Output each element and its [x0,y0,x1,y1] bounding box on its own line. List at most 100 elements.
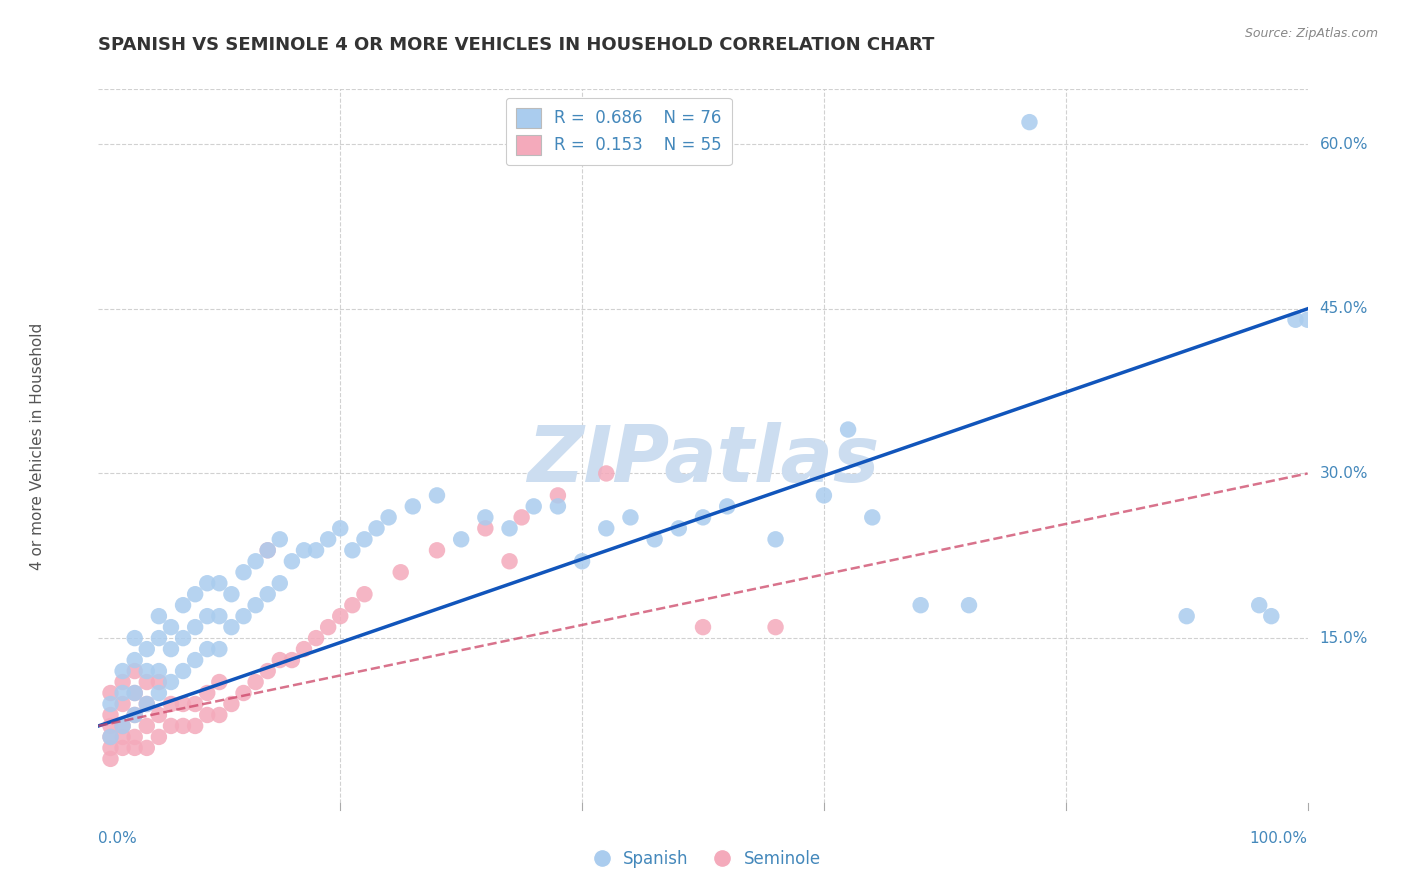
Point [124,708,146,723]
Point [111,719,134,733]
Point [100,730,122,744]
Point [148,675,170,690]
Point [305,631,328,645]
Point [860,510,883,524]
Point [329,609,352,624]
Point [910,598,932,612]
Point [135,675,157,690]
Point [208,609,231,624]
Point [160,697,183,711]
Point [111,686,134,700]
Point [256,587,278,601]
Point [124,664,146,678]
Text: ZIPatlas: ZIPatlas [527,422,879,499]
Point [135,664,157,678]
Point [765,533,787,547]
Point [135,697,157,711]
Point [232,686,254,700]
Point [135,719,157,733]
Point [571,554,593,568]
Point [957,598,980,612]
Point [547,488,569,502]
Point [765,620,787,634]
Point [1018,115,1040,129]
Point [305,543,328,558]
Point [100,686,122,700]
Point [124,686,146,700]
Point [100,740,122,755]
Point [148,609,170,624]
Point [498,554,520,568]
Point [208,708,231,723]
Point [547,500,569,514]
Point [595,521,617,535]
Point [100,719,122,733]
Text: SPANISH VS SEMINOLE 4 OR MORE VEHICLES IN HOUSEHOLD CORRELATION CHART: SPANISH VS SEMINOLE 4 OR MORE VEHICLES I… [98,36,935,54]
Point [813,488,835,502]
Legend: R =  0.686    N = 76, R =  0.153    N = 55: R = 0.686 N = 76, R = 0.153 N = 55 [506,97,731,165]
Point [426,488,449,502]
Point [353,587,375,601]
Point [232,609,254,624]
Point [221,697,243,711]
Point [124,740,146,755]
Point [342,543,364,558]
Point [111,675,134,690]
Point [269,576,291,591]
Point [148,730,170,744]
Point [124,653,146,667]
Point [292,642,315,657]
Point [426,543,449,558]
Point [111,730,134,744]
Point [281,653,304,667]
Point [837,423,859,437]
Point [498,521,520,535]
Point [1284,312,1306,326]
Point [160,675,183,690]
Point [124,631,146,645]
Point [474,510,496,524]
Point [668,521,690,535]
Point [474,521,496,535]
Point [245,675,267,690]
Point [269,533,291,547]
Point [208,675,231,690]
Point [269,653,291,667]
Point [366,521,388,535]
Point [1175,609,1198,624]
Point [111,697,134,711]
Point [221,620,243,634]
Point [172,719,194,733]
Point [148,631,170,645]
Point [160,620,183,634]
Point [450,533,472,547]
Point [184,719,207,733]
Text: 4 or more Vehicles in Household: 4 or more Vehicles in Household [31,322,45,570]
Legend: Spanish, Seminole: Spanish, Seminole [578,844,828,875]
Point [1296,312,1319,326]
Point [195,576,218,591]
Text: 0.0%: 0.0% [98,831,138,847]
Point [111,740,134,755]
Point [281,554,304,568]
Point [523,500,546,514]
Point [111,664,134,678]
Point [160,642,183,657]
Point [172,697,194,711]
Point [208,642,231,657]
Point [245,598,267,612]
Point [245,554,267,568]
Point [148,664,170,678]
Point [195,686,218,700]
Point [316,620,339,634]
Text: 30.0%: 30.0% [1320,466,1368,481]
Point [329,521,352,535]
Point [148,686,170,700]
Point [100,697,122,711]
Point [256,543,278,558]
Text: 60.0%: 60.0% [1320,136,1368,152]
Point [692,620,714,634]
Point [195,708,218,723]
Point [595,467,617,481]
Point [692,510,714,524]
